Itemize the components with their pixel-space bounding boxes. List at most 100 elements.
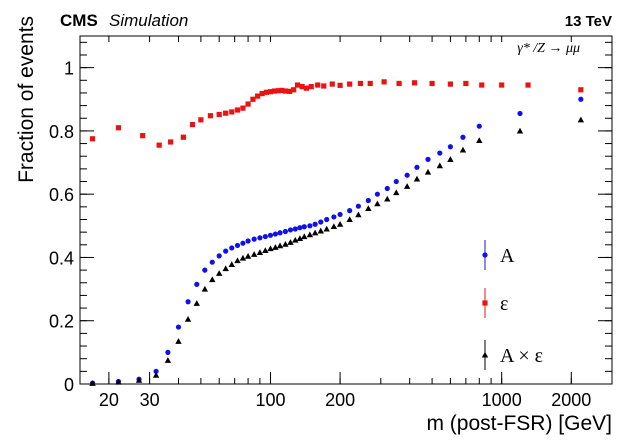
acceptance-point: [355, 203, 361, 209]
x-tick-label: 20: [99, 390, 119, 410]
efficiency-point: [303, 85, 310, 91]
y-tick-label: 0.4: [49, 248, 74, 268]
acceptance-point: [384, 185, 390, 192]
acceptance-point: [267, 232, 274, 238]
acceptance-point: [365, 197, 371, 204]
acc-times-eff-point: [476, 137, 483, 143]
acc-times-eff-point: [336, 221, 344, 227]
acc-times-eff-point: [262, 247, 269, 254]
efficiency-point: [337, 82, 343, 88]
acc-times-eff-point: [193, 300, 200, 306]
acceptance-point: [374, 191, 380, 197]
efficiency-point: [189, 121, 196, 128]
legend-marker: [482, 252, 488, 258]
legend-label: A × ε: [500, 345, 543, 367]
acc-times-eff-point: [89, 380, 96, 386]
acceptance-point: [229, 245, 235, 251]
acc-times-eff-point: [301, 233, 308, 240]
efficiency-point: [223, 110, 229, 116]
efficiency-point: [321, 83, 327, 89]
acc-times-eff-point: [276, 242, 284, 249]
acceptance-point: [292, 226, 298, 232]
acceptance-point: [287, 227, 294, 233]
legend-marker: [482, 300, 488, 306]
acc-times-eff-point: [317, 227, 324, 234]
acceptance-point: [262, 233, 268, 240]
acc-times-eff-point: [365, 205, 372, 211]
acc-times-eff-point: [393, 189, 400, 196]
acceptance-point: [175, 324, 182, 330]
acceptance-point: [282, 228, 288, 235]
acc-times-eff-point: [115, 378, 122, 385]
y-tick-label: 1: [64, 59, 74, 79]
axis-tick-labels: 20 30 100 200 1000 2000 0 0.2 0.4 0.6 0.8 1: [49, 59, 591, 410]
acc-times-eff-point: [292, 236, 299, 243]
efficiency-point: [250, 96, 256, 102]
acceptance-point: [578, 96, 584, 102]
acc-times-eff-point: [355, 211, 362, 218]
efficiency-point: [315, 82, 321, 88]
axis-ticks: [80, 36, 613, 385]
acceptance-point: [425, 156, 431, 162]
acceptance-point: [234, 242, 241, 249]
acc-times-eff-point: [413, 175, 421, 182]
acc-times-eff-point: [244, 252, 252, 259]
acceptance-point: [318, 219, 324, 225]
acceptance-point: [331, 214, 337, 220]
acc-times-eff-point: [287, 239, 294, 245]
acc-times-eff-point: [424, 168, 432, 175]
acc-times-eff-point: [436, 162, 444, 169]
efficiency-point: [295, 82, 301, 88]
experiment-label: CMS: [60, 11, 98, 30]
acc-times-eff-point: [234, 257, 241, 264]
acc-times-eff-point: [403, 183, 411, 189]
acc-times-eff-point: [175, 338, 182, 344]
x-tick-label: 1000: [482, 390, 522, 410]
acc-times-eff-point: [209, 276, 216, 283]
acc-times-eff-point: [447, 156, 454, 162]
energy-label: 13 TeV: [565, 13, 612, 30]
efficiency-point: [271, 88, 278, 94]
legend-label: A: [500, 245, 515, 267]
acceptance-point: [460, 134, 466, 140]
acceptance-point: [337, 211, 343, 218]
acc-times-eff-point: [272, 244, 279, 250]
efficiency-point: [347, 81, 353, 87]
acc-times-eff-point: [296, 235, 304, 242]
acc-times-eff-point: [459, 146, 467, 153]
x-axis-title: m (post-FSR) [GeV]: [426, 412, 612, 435]
acceptance-point: [185, 299, 191, 305]
acceptance-point: [517, 110, 523, 117]
acceptance-point: [301, 224, 307, 230]
acceptance-point: [257, 235, 263, 241]
efficiency-point: [282, 88, 288, 94]
efficiency-point: [180, 134, 186, 140]
acceptance-point: [216, 253, 222, 259]
efficiency-point: [267, 89, 274, 95]
acc-times-eff-point: [135, 377, 143, 383]
x-tick-label: 200: [325, 390, 355, 410]
efficiency-point: [245, 101, 251, 107]
efficiency-point: [299, 84, 305, 90]
efficiency-point: [275, 88, 281, 94]
efficiency-point: [479, 82, 485, 88]
acc-times-eff-point: [184, 315, 192, 322]
acc-times-eff-point: [164, 357, 172, 363]
efficiency-point: [357, 80, 364, 87]
acceptance-point: [307, 223, 313, 229]
acc-times-eff-point: [346, 216, 353, 223]
acceptance-point: [404, 172, 410, 178]
efficiency-point: [291, 87, 297, 93]
efficiency-point: [329, 81, 335, 87]
acc-times-eff-point: [152, 371, 160, 378]
efficiency-point: [525, 82, 531, 88]
acc-times-eff-point: [577, 116, 585, 123]
efficiency-point: [381, 79, 387, 85]
y-tick-label: 0.6: [49, 185, 74, 205]
acceptance-point: [223, 248, 229, 254]
acceptance-point: [245, 238, 251, 244]
acc-times-eff-point: [222, 265, 229, 272]
efficiency-point: [234, 107, 241, 113]
acc-times-eff-point: [250, 251, 258, 257]
x-tick-label: 2000: [551, 390, 591, 410]
